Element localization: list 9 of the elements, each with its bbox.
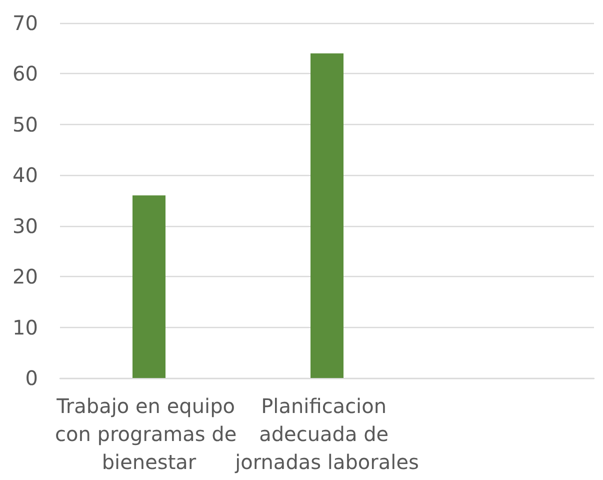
y-tick-label: 70: [12, 11, 38, 35]
x-tick-label: Planificacion adecuada de jornadas laborales: [234, 394, 419, 474]
y-tick-label: 0: [25, 366, 38, 390]
y-tick-label: 30: [12, 214, 38, 238]
y-tick-label: 20: [12, 264, 38, 289]
y-tick-label: 10: [12, 315, 38, 340]
y-tick-label: 40: [12, 163, 38, 188]
y-tick-label: 50: [12, 112, 38, 136]
y-tick-label: 60: [12, 62, 38, 86]
